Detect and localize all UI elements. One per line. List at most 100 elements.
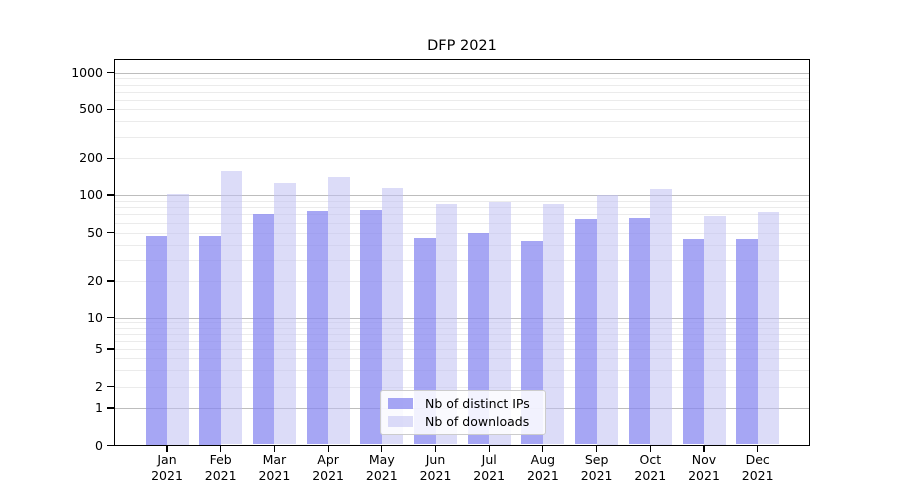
x-tick-year: 2021 [312,468,344,483]
bar-distinct-ips-mar [252,214,275,445]
y-tick-mark [107,194,114,196]
minor-gridline [115,91,809,93]
x-tick-month: Apr [317,452,339,467]
chart-title: DFP 2021 [427,38,497,54]
x-tick-mark [166,445,168,452]
y-tick-mark [107,72,114,74]
x-tick-label: Mar 2021 [242,452,306,484]
x-tick-label: Oct 2021 [618,452,682,484]
x-tick-month: Aug [530,452,556,467]
bar-distinct-ips-feb [199,236,221,445]
bar-distinct-ips-nov [682,239,704,445]
x-tick-year: 2021 [634,468,667,483]
y-tick-label: 100 [79,187,103,202]
x-tick-mark [327,445,329,452]
minor-gridline [115,207,809,209]
y-tick-mark [107,108,114,110]
x-tick-label: Jan 2021 [135,452,199,484]
bar-downloads-feb [220,170,243,445]
minor-gridline [115,340,809,342]
x-tick-month: Oct [639,452,662,467]
bar-distinct-ips-may [360,209,382,445]
minor-gridline [115,370,809,371]
y-tick-mark [107,157,114,159]
minor-gridline [115,349,809,350]
bar-downloads-may [381,187,404,445]
y-tick-mark [107,232,114,234]
x-tick-mark [273,445,275,452]
major-gridline [115,72,809,74]
x-tick-year: 2021 [526,468,559,483]
legend: Nb of distinct IPs Nb of downloads [380,390,546,435]
minor-gridline [115,386,809,388]
plot-area [114,59,810,446]
y-tick-label: 200 [79,150,103,166]
y-tick-mark [107,348,114,350]
legend-item-downloads: Nb of downloads [388,414,538,429]
minor-gridline [115,78,809,80]
x-tick-label: May 2021 [350,452,414,484]
x-tick-year: 2021 [741,468,774,483]
x-tick-label: Feb 2021 [189,452,253,484]
minor-gridline [115,358,809,360]
bar-distinct-ips-apr [306,211,329,445]
bar-downloads-jul [489,202,511,445]
legend-swatch-downloads [388,416,413,427]
x-tick-label: Dec 2021 [726,452,790,484]
x-tick-year: 2021 [688,468,720,483]
x-tick-label: Sep 2021 [565,452,629,484]
minor-gridline [115,99,809,101]
minor-gridline [115,333,809,335]
x-tick-label: Apr 2021 [296,452,360,484]
x-tick-year: 2021 [258,468,291,483]
y-tick-mark [107,407,114,409]
x-tick-mark [757,445,759,452]
bar-downloads-jan [167,194,189,445]
x-tick-label: Jul 2021 [457,452,521,484]
x-tick-year: 2021 [151,468,183,483]
x-tick-mark [220,445,222,452]
bar-downloads-jun [435,203,457,445]
x-tick-month: Feb [209,452,232,467]
minor-gridline [115,158,809,160]
x-tick-month: May [368,452,395,467]
minor-gridline [115,136,809,138]
minor-gridline [115,244,809,246]
bar-distinct-ips-dec [736,239,758,445]
legend-label-distinct-ips: Nb of distinct IPs [425,396,530,411]
y-tick-label: 0 [95,437,103,453]
y-tick-label: 20 [87,273,103,288]
y-tick-label: 1 [95,400,103,415]
x-tick-mark [542,445,544,452]
y-tick-mark [107,386,114,388]
x-tick-month: Jan [157,452,177,467]
x-tick-mark [703,445,705,452]
bar-distinct-ips-oct [628,218,651,445]
x-tick-label: Aug 2021 [511,452,575,484]
y-tick-mark [107,280,114,282]
bar-downloads-apr [328,177,350,445]
bar-downloads-nov [704,216,726,445]
y-tick-label: 2 [95,378,103,394]
minor-gridline [115,232,809,234]
legend-label-downloads: Nb of downloads [425,414,530,429]
x-tick-mark [434,445,437,452]
minor-gridline [115,322,809,324]
y-tick-label: 10 [87,309,103,325]
x-tick-mark [381,445,383,452]
x-tick-month: Nov [691,452,717,467]
bar-downloads-aug [542,203,565,445]
x-tick-month: Dec [745,452,770,467]
x-tick-label: Nov 2021 [672,452,736,484]
x-tick-month: Sep [584,452,609,467]
legend-swatch-distinct-ips [388,398,413,409]
x-tick-year: 2021 [580,468,613,483]
minor-gridline [115,214,809,216]
bar-downloads-dec [757,212,780,445]
x-tick-year: 2021 [204,468,237,483]
y-tick-label: 1000 [71,64,103,80]
minor-gridline [115,84,809,86]
minor-gridline [115,259,809,261]
minor-gridline [115,109,809,111]
